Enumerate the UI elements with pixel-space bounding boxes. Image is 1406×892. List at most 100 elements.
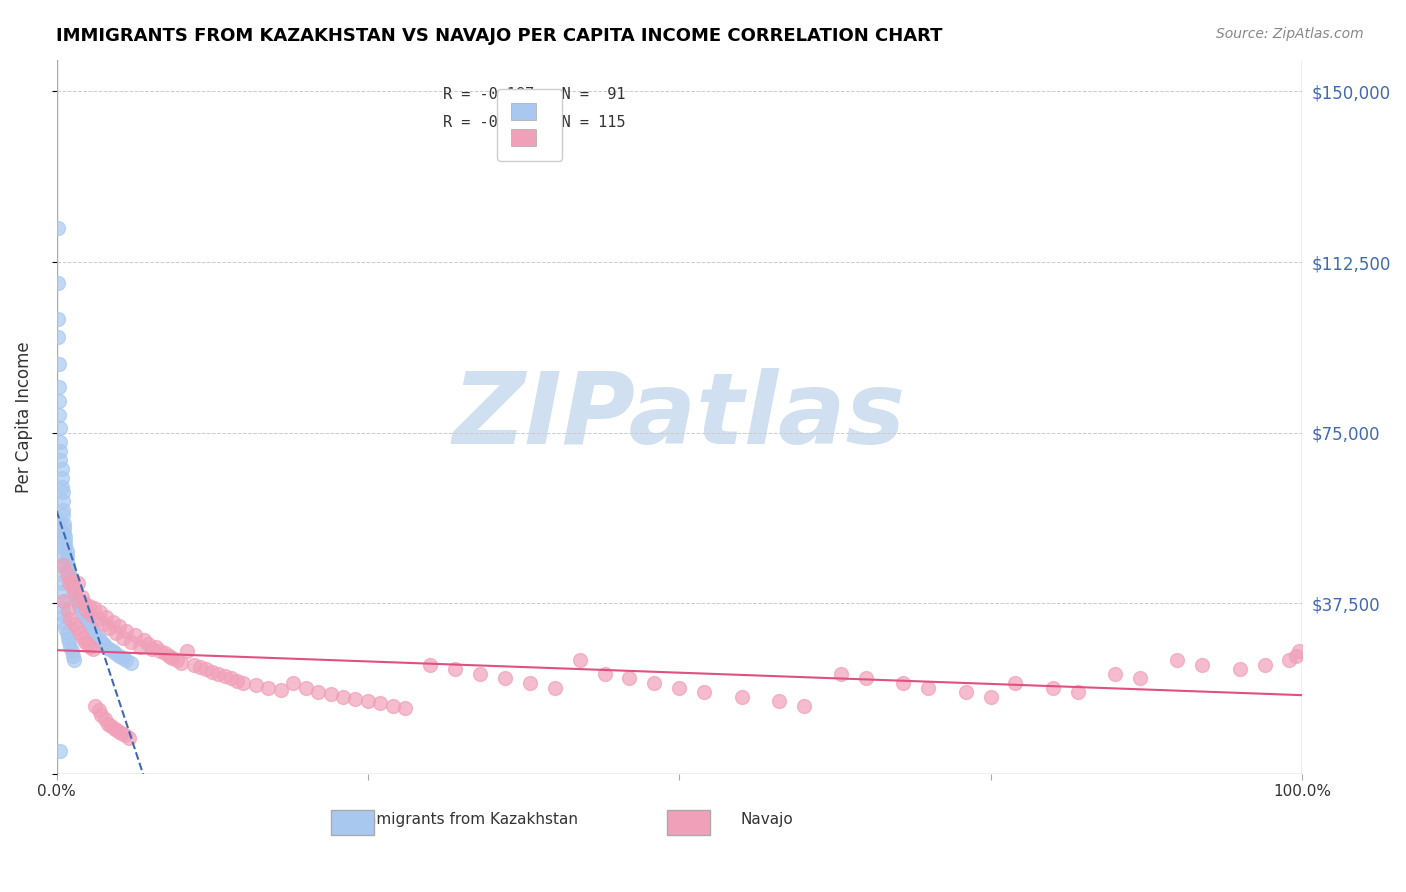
- Point: [46, 530, 69, 544]
- Point: [79, 640, 101, 654]
- Point: [370, 697, 392, 711]
- Point: [115, 624, 138, 638]
- Point: [394, 701, 416, 715]
- Point: [693, 685, 716, 699]
- Point: [494, 672, 516, 686]
- Point: [593, 667, 616, 681]
- Text: Navajo: Navajo: [740, 812, 793, 827]
- Point: [49, 744, 72, 758]
- Point: [53, 607, 76, 622]
- Point: [59, 640, 82, 654]
- Point: [1288, 644, 1310, 658]
- Point: [48, 408, 70, 422]
- Point: [76, 637, 98, 651]
- Point: [52, 601, 75, 615]
- Point: [245, 678, 267, 692]
- Point: [357, 694, 380, 708]
- Point: [63, 585, 86, 599]
- Point: [80, 607, 103, 622]
- Point: [104, 722, 127, 736]
- Point: [100, 719, 122, 733]
- Point: [46, 312, 69, 326]
- Point: [51, 480, 73, 494]
- Legend: , : ,: [498, 89, 562, 161]
- Point: [65, 621, 87, 635]
- Point: [129, 640, 152, 654]
- Text: ZIPatlas: ZIPatlas: [453, 368, 905, 466]
- Point: [66, 575, 89, 590]
- Point: [59, 574, 82, 588]
- Point: [105, 626, 128, 640]
- Point: [56, 603, 79, 617]
- Point: [65, 585, 87, 599]
- Point: [60, 644, 83, 658]
- Point: [108, 648, 131, 663]
- Point: [53, 621, 76, 635]
- Point: [51, 575, 73, 590]
- Point: [65, 591, 87, 606]
- Point: [170, 656, 193, 670]
- Point: [980, 690, 1002, 704]
- Point: [1067, 685, 1090, 699]
- Point: [444, 662, 467, 676]
- Point: [120, 656, 142, 670]
- Point: [84, 698, 107, 713]
- Point: [270, 682, 292, 697]
- Point: [294, 681, 316, 695]
- Point: [226, 673, 249, 688]
- FancyBboxPatch shape: [666, 810, 710, 835]
- Point: [519, 676, 541, 690]
- Point: [214, 669, 236, 683]
- Point: [48, 393, 70, 408]
- Point: [52, 503, 75, 517]
- Point: [1229, 662, 1251, 676]
- Point: [568, 653, 591, 667]
- Point: [468, 667, 491, 681]
- Point: [46, 516, 69, 531]
- Point: [111, 651, 134, 665]
- Point: [232, 676, 254, 690]
- Point: [80, 621, 103, 635]
- Point: [58, 569, 80, 583]
- Point: [201, 665, 224, 679]
- Point: [53, 525, 76, 540]
- Point: [219, 672, 242, 686]
- Point: [69, 626, 91, 640]
- Point: [70, 603, 93, 617]
- Point: [53, 516, 76, 531]
- Point: [58, 635, 80, 649]
- Point: [73, 607, 96, 622]
- Point: [55, 566, 77, 581]
- Point: [58, 566, 80, 581]
- Point: [82, 641, 104, 656]
- Point: [643, 676, 665, 690]
- Point: [72, 631, 94, 645]
- Text: Immigrants from Kazakhstan: Immigrants from Kazakhstan: [357, 812, 578, 827]
- Point: [56, 562, 79, 576]
- Point: [53, 615, 76, 629]
- Point: [79, 619, 101, 633]
- Point: [96, 640, 118, 654]
- Point: [65, 587, 87, 601]
- Point: [319, 687, 342, 701]
- Text: R = -0.615   N = 115: R = -0.615 N = 115: [443, 115, 626, 130]
- Point: [53, 540, 76, 554]
- Point: [1285, 648, 1308, 663]
- Point: [93, 616, 115, 631]
- Point: [1253, 657, 1275, 672]
- Point: [48, 540, 70, 554]
- Point: [49, 453, 72, 467]
- Point: [48, 358, 70, 372]
- Point: [183, 657, 205, 672]
- Point: [120, 635, 142, 649]
- Point: [89, 606, 111, 620]
- Text: IMMIGRANTS FROM KAZAKHSTAN VS NAVAJO PER CAPITA INCOME CORRELATION CHART: IMMIGRANTS FROM KAZAKHSTAN VS NAVAJO PER…: [56, 27, 943, 45]
- Point: [76, 612, 98, 626]
- Point: [58, 575, 80, 590]
- Point: [162, 651, 184, 665]
- Point: [176, 644, 198, 658]
- Text: Source: ZipAtlas.com: Source: ZipAtlas.com: [1216, 27, 1364, 41]
- Point: [59, 612, 82, 626]
- FancyBboxPatch shape: [330, 810, 374, 835]
- Point: [97, 641, 120, 656]
